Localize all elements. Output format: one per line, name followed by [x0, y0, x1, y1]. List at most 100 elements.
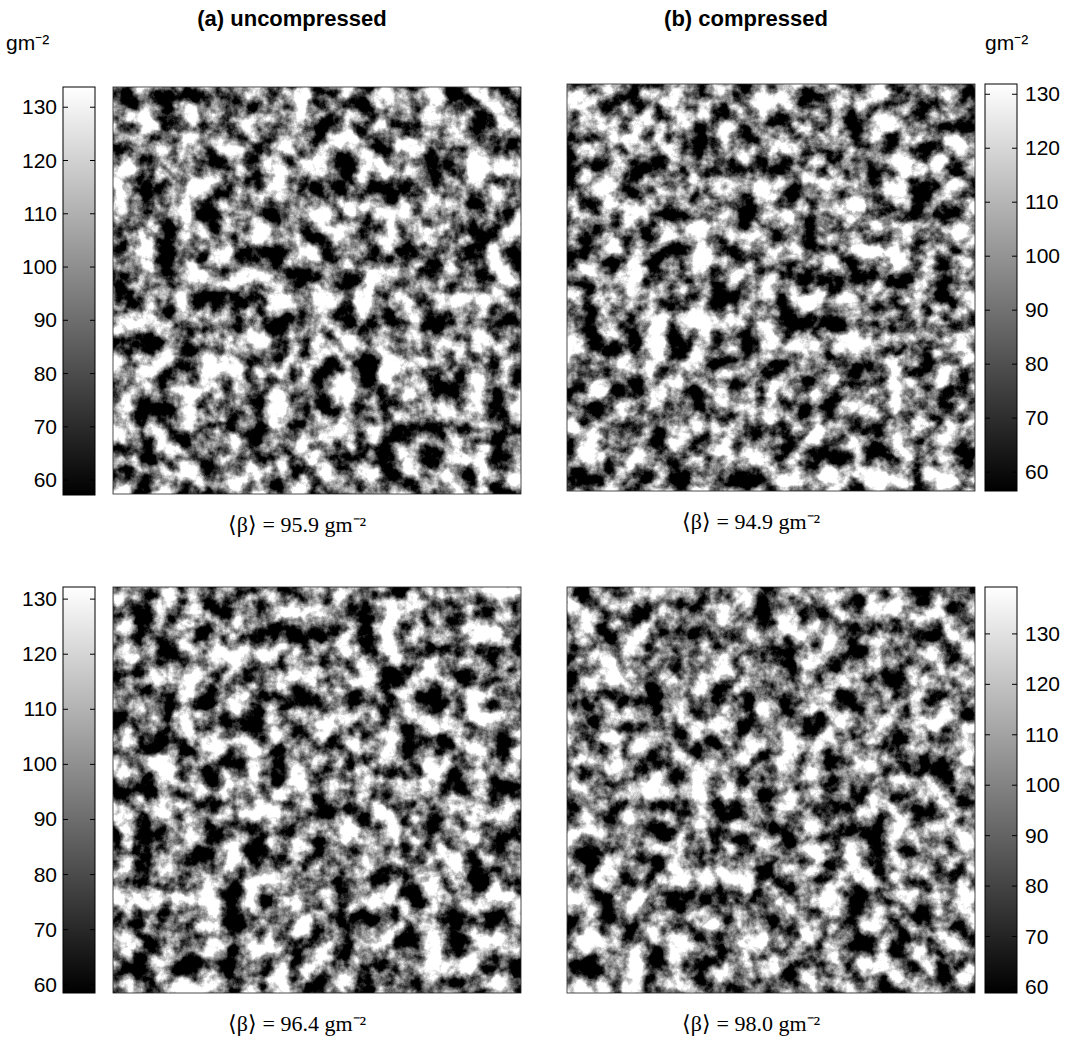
map-frame — [567, 84, 975, 491]
colorbar-tick — [90, 764, 95, 765]
colorbar-tick-label: 120 — [22, 149, 57, 172]
panel: 60708090100110120130⟨β⟩ = 96.4 gm⁻² — [22, 587, 521, 1036]
colorbar-tick — [1012, 256, 1017, 257]
colorbar-tick — [63, 984, 68, 985]
colorbar-tick-label: 100 — [22, 752, 57, 775]
colorbar-tick-label: 100 — [1025, 244, 1060, 267]
colorbar-tick-label: 70 — [34, 918, 57, 941]
colorbar-tick — [90, 599, 95, 600]
basis-weight-map — [567, 587, 975, 993]
colorbar — [985, 84, 1017, 491]
colorbar-tick-label: 80 — [34, 863, 57, 886]
colorbar — [63, 87, 95, 495]
panel: (a) uncompressed60708090100110120130gm⁻²… — [6, 6, 521, 537]
colorbar-tick — [1012, 94, 1017, 95]
colorbar-tick — [1012, 310, 1017, 311]
colorbar-tick-label: 110 — [24, 697, 57, 720]
colorbar-tick — [90, 654, 95, 655]
colorbar-tick — [63, 213, 68, 214]
colorbar-tick — [1012, 148, 1017, 149]
colorbar-tick-label: 130 — [22, 95, 57, 118]
colorbar-tick — [63, 819, 68, 820]
colorbar-tick — [90, 267, 95, 268]
panel: (b) compressed60708090100110120130gm⁻²⟨β… — [567, 6, 1060, 534]
colorbar-tick — [985, 202, 990, 203]
colorbar-tick-label: 130 — [22, 587, 57, 610]
mean-caption: ⟨β⟩ = 98.0 gm⁻² — [682, 1011, 821, 1036]
colorbar-tick — [1012, 633, 1017, 634]
colorbar-tick-label: 110 — [1025, 723, 1058, 746]
colorbar-tick — [63, 709, 68, 710]
mean-caption: ⟨β⟩ = 95.9 gm⁻² — [228, 512, 367, 537]
colorbar-tick — [985, 364, 990, 365]
colorbar-tick — [1012, 418, 1017, 419]
colorbar-tick-label: 80 — [1025, 874, 1048, 897]
colorbar-tick — [985, 835, 990, 836]
colorbar-tick — [90, 213, 95, 214]
colorbar-tick — [63, 480, 68, 481]
colorbar-tick-label: 90 — [34, 308, 57, 331]
colorbar-tick — [63, 320, 68, 321]
colorbar-tick-label: 110 — [24, 202, 57, 225]
colorbar-tick — [985, 684, 990, 685]
colorbar-tick-label: 60 — [1025, 975, 1048, 998]
colorbar-tick — [1012, 936, 1017, 937]
colorbar-tick — [90, 373, 95, 374]
colorbar-tick — [90, 480, 95, 481]
basis-weight-map — [113, 587, 521, 993]
colorbar-tick-label: 110 — [1025, 190, 1058, 213]
colorbar-tick — [63, 107, 68, 108]
colorbar-tick-label: 70 — [1025, 925, 1048, 948]
colorbar-tick — [63, 874, 68, 875]
colorbar-tick — [1012, 734, 1017, 735]
colorbar-tick — [90, 160, 95, 161]
mean-caption: ⟨β⟩ = 96.4 gm⁻² — [228, 1011, 367, 1036]
colorbar-tick — [90, 874, 95, 875]
colorbar-tick — [1012, 886, 1017, 887]
colorbar-tick-label: 70 — [1025, 406, 1048, 429]
basis-weight-map — [567, 84, 975, 491]
colorbar — [985, 587, 1017, 993]
colorbar-tick — [985, 936, 990, 937]
colorbar-tick — [1012, 364, 1017, 365]
column-title: (a) uncompressed — [197, 6, 387, 31]
colorbar-unit: gm⁻² — [985, 31, 1028, 54]
colorbar-tick — [63, 160, 68, 161]
column-title: (b) compressed — [664, 6, 828, 31]
colorbar-tick — [985, 886, 990, 887]
colorbar-tick — [90, 320, 95, 321]
colorbar-tick-label: 120 — [1025, 136, 1060, 159]
colorbar-tick-label: 80 — [34, 362, 57, 385]
colorbar-tick — [1012, 684, 1017, 685]
colorbar-tick — [63, 267, 68, 268]
colorbar-tick — [90, 819, 95, 820]
colorbar-tick-label: 130 — [1025, 622, 1060, 645]
colorbar — [63, 587, 95, 993]
colorbar-tick-label: 80 — [1025, 352, 1048, 375]
colorbar-tick-label: 60 — [1025, 460, 1048, 483]
colorbar-tick — [63, 654, 68, 655]
colorbar-tick — [63, 764, 68, 765]
colorbar-tick — [90, 709, 95, 710]
colorbar-tick — [985, 310, 990, 311]
colorbar-tick-label: 100 — [1025, 773, 1060, 796]
colorbar-tick-label: 70 — [34, 415, 57, 438]
colorbar-tick — [985, 785, 990, 786]
colorbar-tick — [1012, 202, 1017, 203]
colorbar-tick — [1012, 472, 1017, 473]
map-frame — [567, 587, 975, 993]
colorbar-tick — [1012, 986, 1017, 987]
colorbar-tick-label: 90 — [1025, 298, 1048, 321]
colorbar-tick — [63, 599, 68, 600]
colorbar-tick — [63, 373, 68, 374]
colorbar-tick — [985, 986, 990, 987]
colorbar-tick — [985, 148, 990, 149]
figure: (a) uncompressed 60 70 80 90 100 110 120 130 gm⁻²… — [0, 0, 1074, 1039]
colorbar-tick-label: 130 — [1025, 82, 1060, 105]
colorbar-tick-label: 90 — [1025, 824, 1048, 847]
colorbar-tick-label: 60 — [34, 973, 57, 996]
colorbar-tick-label: 100 — [22, 255, 57, 278]
basis-weight-map — [113, 87, 521, 494]
map-frame — [113, 587, 521, 993]
colorbar-tick-label: 60 — [34, 468, 57, 491]
